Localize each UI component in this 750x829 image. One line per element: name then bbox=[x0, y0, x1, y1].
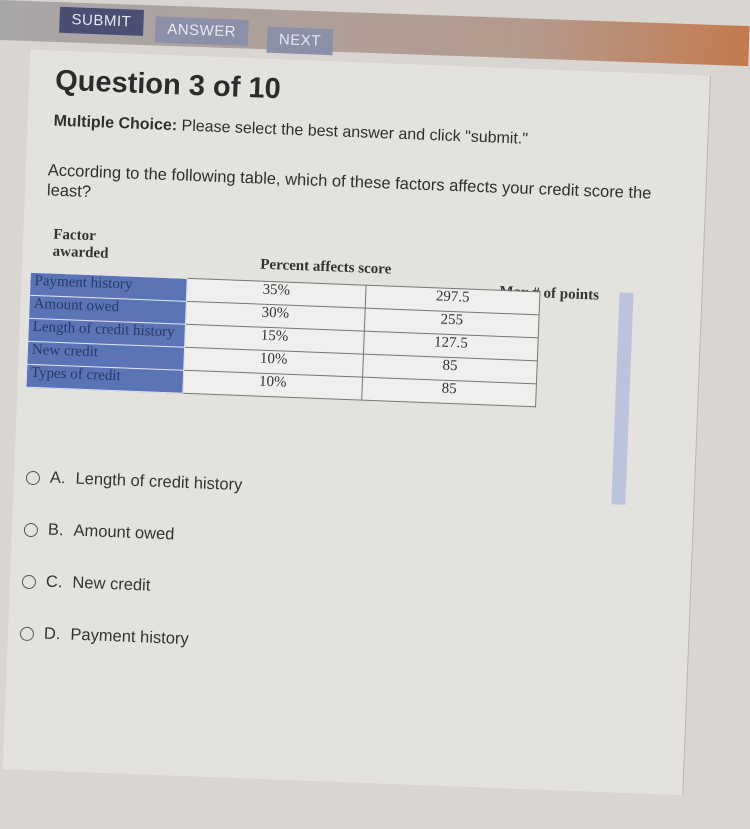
instruction-label: Multiple Choice: bbox=[53, 112, 178, 135]
option-label: New credit bbox=[72, 573, 151, 595]
answer-button[interactable]: ANSWER bbox=[154, 16, 249, 46]
option-label: Amount owed bbox=[73, 521, 175, 544]
radio-button[interactable] bbox=[23, 522, 39, 537]
next-button[interactable]: NEXT bbox=[266, 26, 334, 56]
radio-button[interactable] bbox=[25, 470, 41, 485]
option-letter: A. bbox=[49, 468, 66, 488]
option-letter: B. bbox=[47, 520, 64, 540]
option-letter: D. bbox=[43, 624, 61, 644]
content-panel bbox=[2, 49, 711, 796]
submit-button[interactable]: SUBMIT bbox=[59, 6, 144, 36]
radio-button[interactable] bbox=[21, 574, 37, 589]
option-letter: C. bbox=[45, 572, 63, 592]
header-factor: Factor awarded bbox=[52, 226, 109, 262]
radio-button[interactable] bbox=[19, 626, 35, 641]
credit-factors-table: Payment history 35% 297.5 Amount owed 30% 255… bbox=[25, 272, 540, 408]
